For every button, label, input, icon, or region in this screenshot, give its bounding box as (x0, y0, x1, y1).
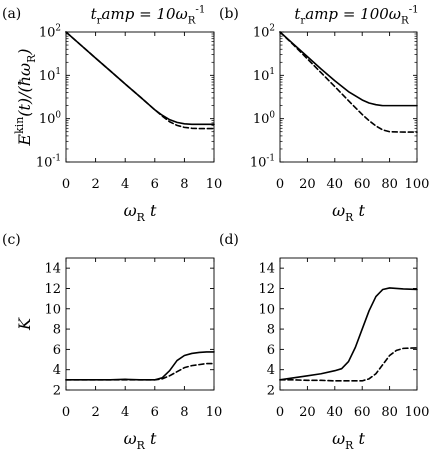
y-tick-label: 10 (44, 302, 61, 317)
x-tick-label: 6 (151, 177, 159, 192)
x-axis-label: ωR t (332, 201, 365, 224)
x-tick-label: 6 (151, 405, 159, 420)
x-axis-label: ωR t (332, 429, 365, 451)
series-line-dashed (65, 362, 215, 381)
y-tick-label: 10-1 (36, 154, 61, 171)
series-line-dashed (65, 31, 215, 130)
y-tick-label: 8 (267, 323, 275, 338)
x-tick-label: 8 (180, 177, 188, 192)
y-tick-label: 2 (53, 384, 61, 399)
panel-title: tramp = 100ωR-1 (294, 4, 418, 26)
y-tick-label: 102 (253, 24, 275, 41)
y-axis-label: K (15, 317, 34, 331)
x-tick-label: 40 (327, 177, 344, 192)
y-tick-label: 10-1 (250, 154, 275, 171)
axes-frame (65, 257, 215, 391)
series-line-solid (279, 31, 418, 107)
axes-frame (65, 31, 215, 163)
axes-frame (279, 31, 418, 163)
x-tick-label: 4 (121, 405, 129, 420)
y-tick-label: 101 (39, 67, 61, 84)
y-tick-label: 10 (258, 302, 275, 317)
y-tick-label: 14 (258, 262, 275, 277)
x-tick-label: 40 (327, 405, 344, 420)
y-tick-label: 14 (44, 262, 61, 277)
x-tick-label: 80 (381, 405, 398, 420)
y-tick-label: 8 (53, 323, 61, 338)
x-tick-label: 20 (299, 177, 316, 192)
x-tick-label: 60 (354, 177, 371, 192)
panel-title: tramp = 10ωR-1 (91, 4, 206, 26)
x-tick-label: 100 (405, 405, 429, 420)
series-line-solid (279, 287, 418, 381)
axes-frame (279, 257, 418, 391)
panel-label: (d) (219, 232, 239, 248)
y-tick-label: 100 (253, 110, 276, 127)
series-line-dashed (279, 347, 418, 382)
y-tick-label: 6 (267, 343, 275, 358)
x-axis-label: ωR t (124, 201, 157, 224)
x-tick-label: 0 (62, 405, 70, 420)
panel-label: (c) (2, 232, 21, 248)
y-tick-label: 12 (44, 282, 61, 297)
x-tick-label: 0 (276, 177, 284, 192)
y-tick-label: 12 (258, 282, 275, 297)
y-tick-label: 101 (253, 67, 275, 84)
x-tick-label: 10 (206, 405, 223, 420)
x-tick-label: 10 (206, 177, 223, 192)
x-tick-label: 2 (91, 177, 99, 192)
y-tick-label: 4 (53, 363, 61, 378)
x-tick-label: 20 (299, 405, 316, 420)
x-tick-label: 0 (62, 177, 70, 192)
panel-label: (b) (219, 6, 239, 22)
x-tick-label: 2 (91, 405, 99, 420)
y-tick-label: 2 (267, 384, 275, 399)
series-line-dashed (279, 31, 418, 133)
x-tick-label: 4 (121, 177, 129, 192)
x-tick-label: 100 (405, 177, 429, 192)
x-tick-label: 0 (276, 405, 284, 420)
x-tick-label: 8 (180, 405, 188, 420)
panel-label: (a) (2, 6, 21, 22)
series-line-solid (65, 31, 215, 126)
x-axis-label: ωR t (124, 429, 157, 451)
x-tick-label: 60 (354, 405, 371, 420)
x-tick-label: 80 (381, 177, 398, 192)
y-tick-label: 4 (267, 363, 275, 378)
y-axis-label: Ekin(t)/(ħωR) (13, 48, 38, 146)
y-tick-label: 6 (53, 343, 61, 358)
y-tick-label: 100 (39, 110, 62, 127)
y-tick-label: 102 (39, 24, 61, 41)
